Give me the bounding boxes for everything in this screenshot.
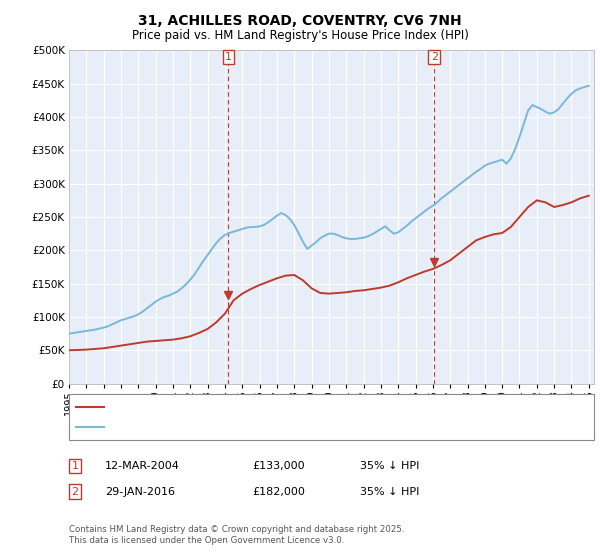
Text: 31, ACHILLES ROAD, COVENTRY, CV6 7NH: 31, ACHILLES ROAD, COVENTRY, CV6 7NH <box>138 14 462 28</box>
Text: Contains HM Land Registry data © Crown copyright and database right 2025.
This d: Contains HM Land Registry data © Crown c… <box>69 525 404 545</box>
Text: 2: 2 <box>71 487 79 497</box>
Text: 31, ACHILLES ROAD, COVENTRY, CV6 7NH (detached house): 31, ACHILLES ROAD, COVENTRY, CV6 7NH (de… <box>109 402 422 412</box>
Text: 2: 2 <box>431 52 438 62</box>
Text: 1: 1 <box>225 52 232 62</box>
Text: HPI: Average price, detached house, Coventry: HPI: Average price, detached house, Cove… <box>109 422 349 432</box>
Text: £182,000: £182,000 <box>252 487 305 497</box>
Text: 35% ↓ HPI: 35% ↓ HPI <box>360 461 419 471</box>
Text: £133,000: £133,000 <box>252 461 305 471</box>
Text: 1: 1 <box>71 461 79 471</box>
Text: 35% ↓ HPI: 35% ↓ HPI <box>360 487 419 497</box>
Text: 29-JAN-2016: 29-JAN-2016 <box>105 487 175 497</box>
Text: Price paid vs. HM Land Registry's House Price Index (HPI): Price paid vs. HM Land Registry's House … <box>131 29 469 42</box>
Text: 12-MAR-2004: 12-MAR-2004 <box>105 461 180 471</box>
